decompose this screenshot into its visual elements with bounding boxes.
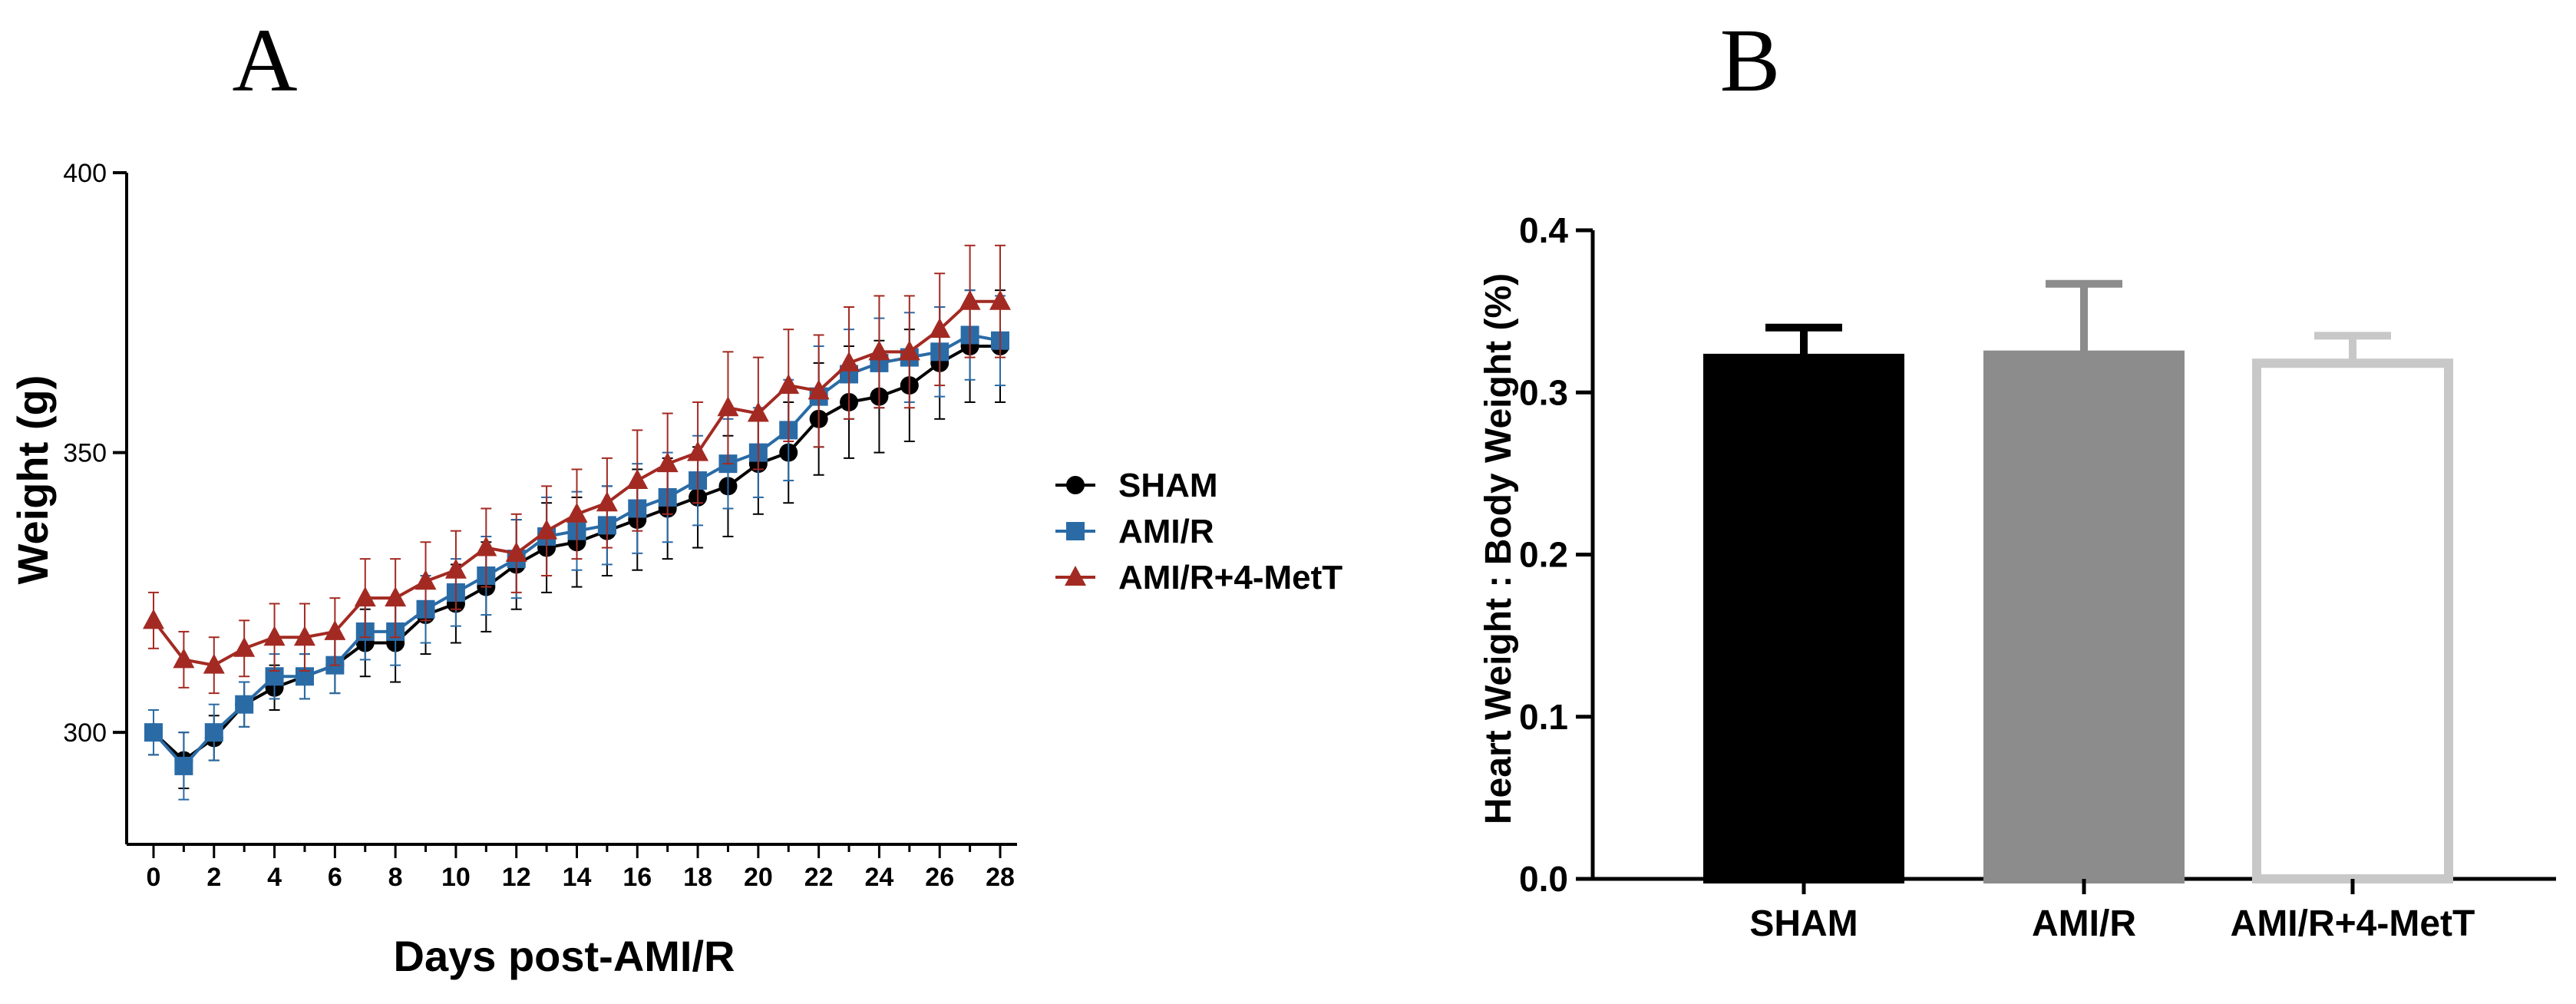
panel-a-data-point xyxy=(385,586,407,607)
panel-a-x-tick-label: 18 xyxy=(683,863,712,892)
panel-b-y-tick-label: 0.0 xyxy=(1519,859,1568,899)
panel-a-data-point xyxy=(566,502,588,523)
panel-a-data-point xyxy=(143,609,164,629)
panel-a-x-tick-label: 28 xyxy=(986,863,1015,892)
panel-a-data-point xyxy=(263,626,286,646)
bar-ami-r-4-mett xyxy=(2252,358,2453,884)
panel-b-y-tick-label: 0.3 xyxy=(1519,372,1568,412)
panel-a-data-point xyxy=(747,401,769,422)
bar-sham xyxy=(1703,353,1904,883)
panel-a-y-tick-label: 300 xyxy=(63,718,107,748)
panel-a-letter: A xyxy=(232,10,297,111)
panel-a-x-tick-label: 12 xyxy=(502,863,531,892)
panel-a-x-tick-label: 2 xyxy=(206,863,221,892)
panel-a-data-point xyxy=(596,491,618,512)
panel-a-x-tick-label: 22 xyxy=(804,863,834,892)
panel-a-data-point xyxy=(807,379,830,400)
panel-b-letter: B xyxy=(1720,10,1781,111)
panel-b-category-label: AMI/R xyxy=(2032,903,2136,944)
panel-a-data-point xyxy=(235,695,254,714)
panel-a-data-point xyxy=(656,452,679,473)
panel-a-x-axis-title: Days post-AMI/R xyxy=(394,932,735,980)
panel-b: B 0.0 0.1 0.2 0.3 0.4 SHAM AMI/R AMI/R+4-MetT H… xyxy=(1478,10,2556,944)
panel-a-x-tick-label: 16 xyxy=(623,863,652,892)
panel-a-legend: SHAM AMI/R AMI/R+4-MetT xyxy=(1055,467,1342,596)
panel-a-x-tick-label: 6 xyxy=(328,863,342,892)
panel-a-data-point xyxy=(174,756,193,775)
panel-b-plot-area: 0.0 0.1 0.2 0.3 0.4 SHAM AMI/R AMI/R+4-MetT xyxy=(1519,210,2556,944)
panel-a-data-point xyxy=(959,289,981,310)
panel-a-data-point xyxy=(233,636,256,657)
panel-a-data-point xyxy=(989,289,1011,310)
panel-a-data-point xyxy=(444,558,467,579)
legend-marker-circle xyxy=(1066,476,1085,494)
panel-a-x-tick-label: 24 xyxy=(865,863,894,892)
panel-a-data-point xyxy=(868,340,890,361)
panel-b-y-axis-title: Heart Weight : Body Weight (%) xyxy=(1478,273,1519,824)
panel-a-x-tick-label: 20 xyxy=(744,863,773,892)
panel-a-x-tick-label: 10 xyxy=(441,863,471,892)
panel-a-data-point xyxy=(687,441,709,461)
panel-a-data-point xyxy=(505,541,527,562)
panel-a-data-point xyxy=(354,586,376,607)
panel-a-series-2 xyxy=(143,244,1011,695)
panel-a-data-point xyxy=(717,396,739,417)
legend-label: AMI/R xyxy=(1118,513,1214,550)
panel-a-data-point xyxy=(778,374,800,395)
panel-b-y-tick-label: 0.1 xyxy=(1519,697,1568,737)
legend-label: AMI/R+4-MetT xyxy=(1118,559,1342,596)
panel-a-y-tick-label: 350 xyxy=(63,439,107,468)
panel-a-data-point xyxy=(203,653,225,674)
panel-a-data-point xyxy=(475,536,497,556)
panel-a-x-tick-label: 8 xyxy=(388,863,403,892)
panel-a-x-tick-label: 14 xyxy=(563,863,592,892)
panel-a-x-tick-label: 0 xyxy=(147,863,161,892)
panel-a-y-tick-label: 400 xyxy=(63,159,107,188)
panel-b-category-label: SHAM xyxy=(1749,903,1858,944)
panel-a-y-axis-title: Weight (g) xyxy=(8,375,57,585)
panel-a-data-point xyxy=(324,619,346,640)
panel-a-data-point xyxy=(536,519,558,540)
panel-a-data-point xyxy=(144,723,163,742)
legend-label: SHAM xyxy=(1118,467,1218,504)
panel-a-data-point xyxy=(898,340,920,361)
panel-a-x-tick-label: 4 xyxy=(267,863,282,892)
panel-a-data-point xyxy=(626,469,649,490)
panel-a-data-point xyxy=(293,626,315,646)
panel-b-y-tick-label: 0.2 xyxy=(1519,535,1568,575)
bar-ami-r xyxy=(1983,350,2185,884)
panel-a-data-point xyxy=(838,351,860,372)
panel-b-y-tick-label: 0.4 xyxy=(1519,210,1568,250)
panel-a-data-point xyxy=(173,648,195,669)
legend-marker-square xyxy=(1066,522,1085,540)
panel-b-category-label: AMI/R+4-MetT xyxy=(2231,903,2475,944)
panel-a-data-point xyxy=(414,570,437,590)
panel-a-x-tick-label: 26 xyxy=(925,863,954,892)
panel-a-data-point xyxy=(204,723,223,742)
panel-a-data-point xyxy=(929,318,951,339)
legend-marker-triangle xyxy=(1065,566,1086,586)
